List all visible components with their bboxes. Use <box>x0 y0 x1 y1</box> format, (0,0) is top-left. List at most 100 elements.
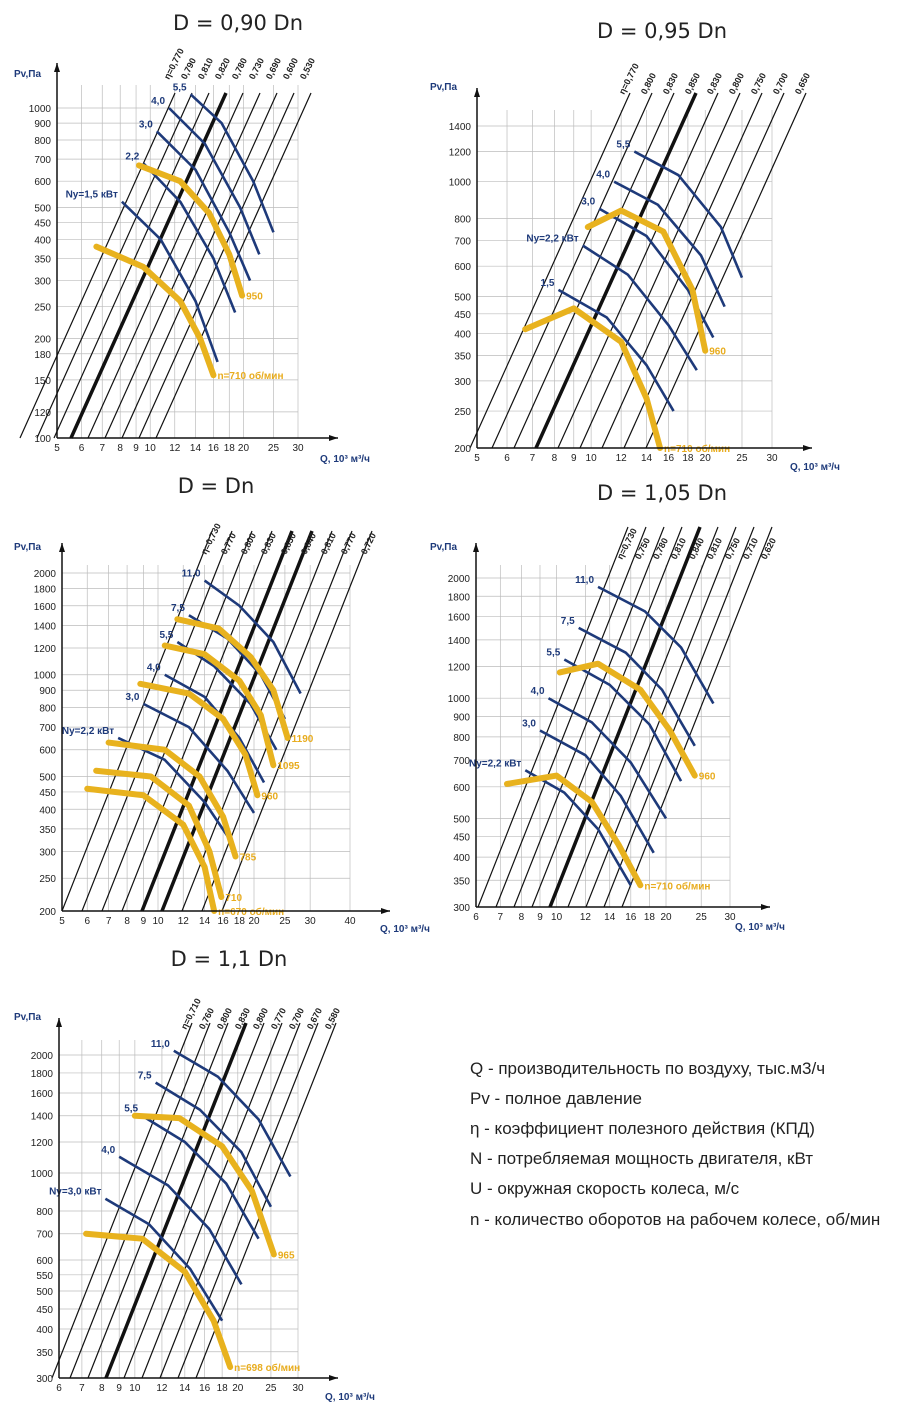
efficiency-line <box>53 92 210 439</box>
x-tick-label: 20 <box>248 916 260 927</box>
power-curve-label: 5,5 <box>616 140 630 151</box>
efficiency-line <box>491 92 653 449</box>
x-tick-label: 6 <box>79 443 85 454</box>
power-curve-label: 11,0 <box>182 569 201 580</box>
speed-curve <box>131 1112 277 1258</box>
efficiency-line <box>69 92 228 439</box>
x-tick-label: 7 <box>530 453 536 464</box>
x-axis-arrow <box>381 908 390 914</box>
efficiency-label: 0,720 <box>359 531 378 556</box>
y-tick-label: 1600 <box>448 613 471 624</box>
y-tick-label: 1400 <box>34 621 57 632</box>
x-tick-label: 16 <box>625 912 637 923</box>
x-tick-label: 16 <box>663 453 675 464</box>
efficiency-label: 0,830 <box>259 531 278 556</box>
y-tick-label: 800 <box>453 733 470 744</box>
y-tick-label: 500 <box>34 203 51 214</box>
efficiency-line <box>123 1022 265 1379</box>
y-tick-label: 1800 <box>34 584 57 595</box>
efficiency-line <box>160 530 314 912</box>
efficiency-label: 0,750 <box>749 71 768 96</box>
x-tick-label: 20 <box>238 443 250 454</box>
y-tick-label: 1000 <box>29 104 52 115</box>
y-tick-label: 150 <box>34 376 51 387</box>
x-tick-label: 12 <box>178 916 190 927</box>
x-tick-label: 9 <box>571 453 577 464</box>
y-tick-label: 200 <box>39 907 56 918</box>
y-tick-label: 1000 <box>34 671 57 682</box>
chart-title: D = 1,1 Dn <box>171 947 288 971</box>
x-tick-label: 25 <box>696 912 708 923</box>
y-tick-label: 100 <box>34 434 51 445</box>
efficiency-line <box>201 530 353 912</box>
efficiency-line <box>531 526 683 908</box>
y-tick-label: 300 <box>453 903 470 914</box>
y-tick-label: 800 <box>454 215 471 226</box>
x-tick-label: 18 <box>234 916 246 927</box>
efficiency-label: 0,830 <box>233 1006 252 1031</box>
x-tick-label: 20 <box>660 912 672 923</box>
x-tick-label: 9 <box>133 443 139 454</box>
efficiency-label: 0,760 <box>197 1006 216 1031</box>
speed-curve <box>83 1230 234 1371</box>
efficiency-line <box>645 92 807 449</box>
y-tick-label: 900 <box>34 119 51 130</box>
y-axis-arrow <box>54 63 60 72</box>
y-tick-label: 900 <box>453 712 470 723</box>
y-tick-label: 700 <box>39 723 56 734</box>
efficiency-line <box>104 1022 248 1379</box>
efficiency-line <box>121 530 273 912</box>
power-curve <box>118 1155 243 1286</box>
efficiency-line <box>87 92 244 439</box>
x-tick-label: 10 <box>551 912 563 923</box>
power-curve-label: 11,0 <box>151 1039 170 1050</box>
chart-4: D = 1,1 Dnη=0,7100,7600,8000,8300,8000,7… <box>14 947 375 1403</box>
x-tick-label: 18 <box>682 453 694 464</box>
y-tick-label: 400 <box>36 1325 53 1336</box>
y-tick-label: 500 <box>453 814 470 825</box>
chart-title: D = 0,90 Dn <box>173 11 303 35</box>
efficiency-label: 0,820 <box>213 56 232 81</box>
x-tick-label: 14 <box>179 1383 191 1394</box>
y-axis-arrow <box>56 1018 62 1027</box>
x-tick-label: 18 <box>217 1383 229 1394</box>
y-tick-label: 120 <box>34 408 51 419</box>
x-tick-label: 8 <box>124 916 130 927</box>
x-axis-arrow <box>329 435 338 441</box>
y-tick-label: 450 <box>34 218 51 229</box>
efficiency-line <box>195 1022 337 1379</box>
power-curve-label: 4,0 <box>147 663 161 674</box>
x-tick-label: 10 <box>129 1383 141 1394</box>
y-tick-label: 200 <box>34 335 51 346</box>
efficiency-label: 0,840 <box>299 531 318 556</box>
x-tick-label: 40 <box>344 916 356 927</box>
x-tick-label: 9 <box>141 916 147 927</box>
y-tick-label: 1200 <box>34 644 57 655</box>
power-curve-label: 3,0 <box>126 692 140 703</box>
efficiency-label: 0,670 <box>305 1006 324 1031</box>
power-curve-label: 3,0 <box>581 197 595 208</box>
speed-curve-label: 965 <box>278 1250 295 1261</box>
x-tick-label: 20 <box>700 453 712 464</box>
x-tick-label: 25 <box>268 443 280 454</box>
speed-curve <box>522 305 664 451</box>
y-tick-label: 700 <box>34 155 51 166</box>
speed-curve <box>584 207 709 354</box>
power-curve-label: 4,0 <box>151 96 165 107</box>
efficiency-label: 0,730 <box>247 56 266 81</box>
power-curve <box>120 200 219 363</box>
x-tick-label: 12 <box>169 443 181 454</box>
efficiency-label: 0,620 <box>759 536 778 561</box>
power-curve <box>598 207 715 339</box>
efficiency-line <box>495 526 647 908</box>
y-tick-label: 500 <box>454 292 471 303</box>
speed-curve-label: 950 <box>246 292 263 303</box>
x-tick-label: 8 <box>99 1383 105 1394</box>
efficiency-line <box>36 92 193 439</box>
x-tick-label: 18 <box>644 912 656 923</box>
efficiency-label: 0,790 <box>179 56 198 81</box>
chart-title: D = 0,95 Dn <box>597 19 727 43</box>
x-tick-label: 30 <box>305 916 317 927</box>
y-tick-label: 300 <box>34 277 51 288</box>
efficiency-line <box>548 526 702 908</box>
